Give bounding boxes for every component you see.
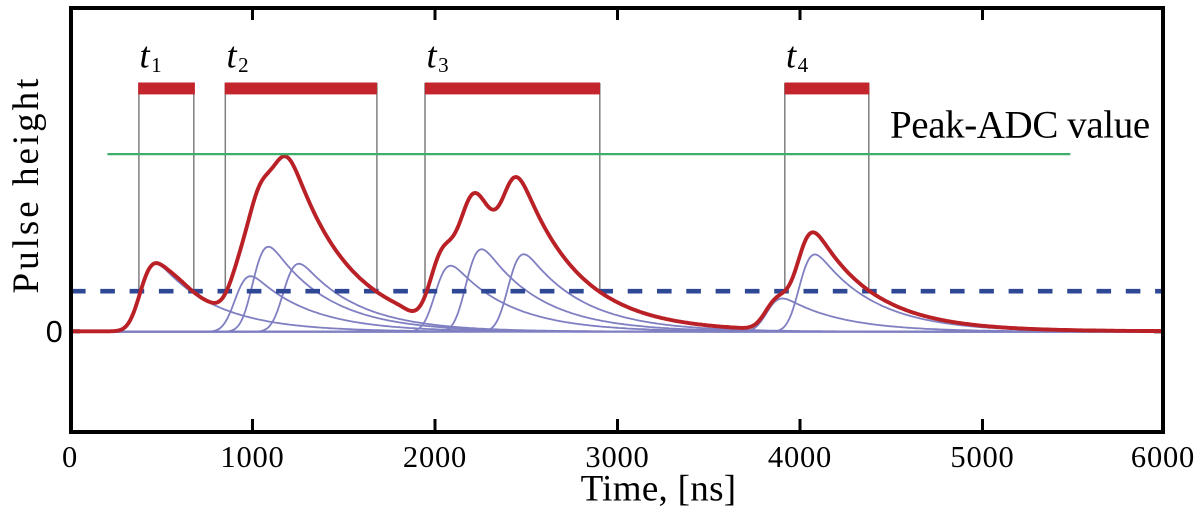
svg-text:0: 0 bbox=[46, 315, 64, 349]
svg-text:4000: 4000 bbox=[768, 440, 832, 474]
svg-text:Pulse height: Pulse height bbox=[6, 76, 47, 294]
svg-text:5000: 5000 bbox=[950, 440, 1014, 474]
svg-text:1000: 1000 bbox=[220, 440, 284, 474]
svg-text:Time, [ns]: Time, [ns] bbox=[581, 469, 737, 510]
svg-text:3000: 3000 bbox=[585, 440, 649, 474]
svg-text:6000: 6000 bbox=[1131, 440, 1195, 474]
svg-text:2000: 2000 bbox=[403, 440, 467, 474]
svg-text:Peak-ADC value: Peak-ADC value bbox=[890, 103, 1150, 146]
svg-text:0: 0 bbox=[62, 440, 78, 474]
